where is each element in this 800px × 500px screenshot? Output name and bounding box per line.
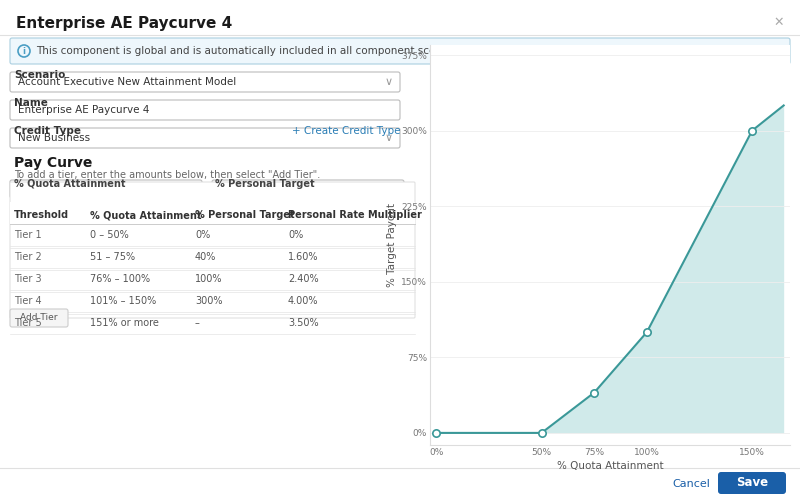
- Text: 40%: 40%: [195, 252, 216, 262]
- Text: Threshold: Threshold: [14, 210, 69, 220]
- Text: 300%: 300%: [195, 296, 222, 306]
- Point: [641, 328, 654, 336]
- Point: [746, 126, 758, 134]
- Text: ∨: ∨: [385, 77, 393, 87]
- Text: This component is global and is automatically included in all component scenario: This component is global and is automati…: [36, 46, 471, 56]
- Text: 0%: 0%: [195, 230, 210, 240]
- FancyBboxPatch shape: [10, 309, 68, 327]
- Y-axis label: % Target Payout: % Target Payout: [387, 203, 397, 287]
- Text: Pay Curve: Pay Curve: [14, 156, 92, 170]
- Text: + Create Credit Type: + Create Credit Type: [291, 126, 400, 136]
- FancyBboxPatch shape: [10, 72, 400, 92]
- Text: Name: Name: [14, 98, 48, 108]
- Text: 76% – 100%: 76% – 100%: [90, 274, 150, 284]
- Text: To add a tier, enter the amounts below, then select "Add Tier".: To add a tier, enter the amounts below, …: [14, 170, 320, 180]
- Text: 51 – 75%: 51 – 75%: [90, 252, 135, 262]
- Text: Scenario: Scenario: [14, 70, 66, 80]
- Text: 1.60%: 1.60%: [288, 252, 318, 262]
- Text: 100%: 100%: [195, 274, 222, 284]
- Point: [588, 388, 601, 396]
- Text: Cancel: Cancel: [672, 479, 710, 489]
- Text: 151% or more: 151% or more: [90, 318, 159, 328]
- Text: Tier 3: Tier 3: [14, 274, 42, 284]
- Text: Enterprise AE Paycurve 4: Enterprise AE Paycurve 4: [18, 105, 150, 115]
- Text: 0%: 0%: [288, 230, 303, 240]
- Text: 4.00%: 4.00%: [288, 296, 318, 306]
- FancyBboxPatch shape: [10, 128, 400, 148]
- Text: i: i: [22, 46, 26, 56]
- Point: [535, 429, 548, 437]
- FancyBboxPatch shape: [10, 182, 415, 318]
- Text: 0 – 50%: 0 – 50%: [90, 230, 129, 240]
- Text: ∨: ∨: [385, 133, 393, 143]
- Text: Enterprise AE Paycurve 4: Enterprise AE Paycurve 4: [16, 16, 232, 31]
- Text: % Personal Target: % Personal Target: [195, 210, 294, 220]
- Text: % Personal Target: % Personal Target: [215, 179, 314, 189]
- FancyBboxPatch shape: [10, 180, 202, 198]
- Text: 3.50%: 3.50%: [288, 318, 318, 328]
- X-axis label: % Quota Attainment: % Quota Attainment: [557, 461, 663, 471]
- Point: [430, 429, 442, 437]
- FancyBboxPatch shape: [10, 100, 400, 120]
- Text: Tier 4: Tier 4: [14, 296, 42, 306]
- Text: Credit Type: Credit Type: [14, 126, 81, 136]
- Text: ✕: ✕: [774, 16, 784, 29]
- Text: Tier 5: Tier 5: [14, 318, 42, 328]
- Text: Account Executive New Attainment Model: Account Executive New Attainment Model: [18, 77, 236, 87]
- FancyBboxPatch shape: [10, 38, 790, 64]
- Text: Tier 1: Tier 1: [14, 230, 42, 240]
- Text: % Quota Attainment: % Quota Attainment: [90, 210, 202, 220]
- Text: 2.40%: 2.40%: [288, 274, 318, 284]
- Text: Personal Rate Multiplier: Personal Rate Multiplier: [288, 210, 422, 220]
- Text: –: –: [195, 318, 200, 328]
- FancyBboxPatch shape: [212, 180, 404, 198]
- FancyBboxPatch shape: [718, 472, 786, 494]
- Text: Save: Save: [736, 476, 768, 490]
- Bar: [10, 202, 415, 224]
- Text: 101% – 150%: 101% – 150%: [90, 296, 156, 306]
- Text: New Business: New Business: [18, 133, 90, 143]
- Text: Tier 2: Tier 2: [14, 252, 42, 262]
- Text: % Quota Attainment: % Quota Attainment: [14, 179, 126, 189]
- Text: Add Tier: Add Tier: [20, 314, 58, 322]
